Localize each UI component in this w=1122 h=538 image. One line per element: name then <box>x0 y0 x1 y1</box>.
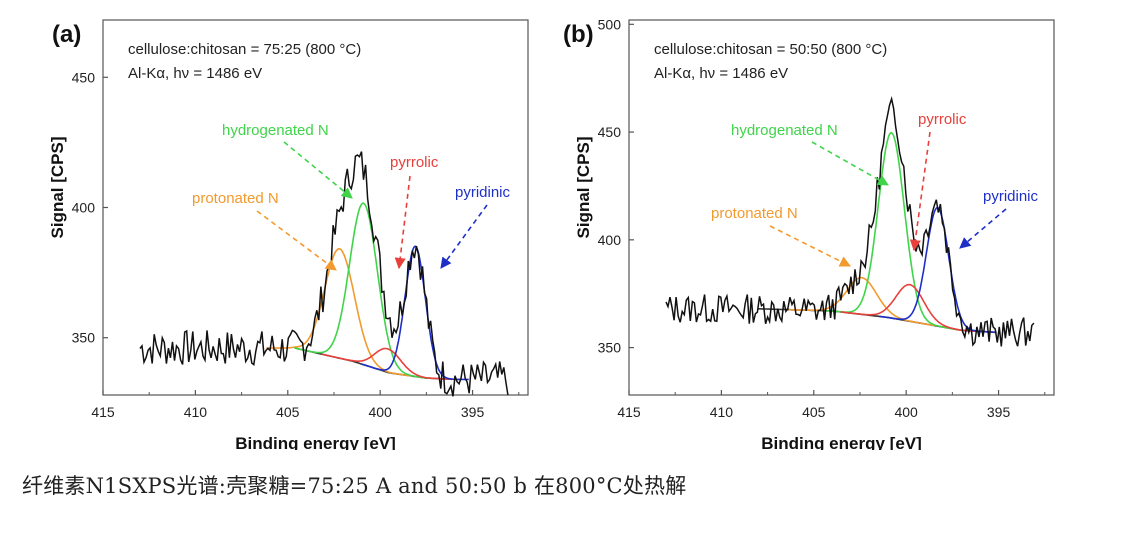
peak-label-arrow <box>440 204 488 269</box>
y-tick-label: 350 <box>598 340 622 356</box>
x-tick-label: 415 <box>91 404 115 420</box>
y-axis-title: Signal [CPS] <box>574 136 593 238</box>
peak-protonated-n <box>788 276 935 327</box>
y-tick-label: 500 <box>598 16 622 32</box>
raw-data-curve <box>665 96 1035 347</box>
peak-label-arrow <box>769 225 852 267</box>
x-tick-label: 410 <box>184 404 208 420</box>
x-axis-title: Binding energy [eV] <box>761 434 922 450</box>
x-tick-label: 400 <box>894 404 918 420</box>
y-tick-label: 450 <box>72 69 96 85</box>
peak-label: protonated N <box>711 205 798 222</box>
annotation-line: Al-Kα, hν = 1486 eV <box>128 65 262 82</box>
peak-pyridinic <box>879 206 995 334</box>
peak-label: pyridinic <box>455 184 511 201</box>
peak-label: pyrrolic <box>390 154 439 171</box>
peak-label: hydrogenated N <box>222 122 329 139</box>
x-axis-title: Binding energy [eV] <box>235 434 396 450</box>
figure-svg: (a) cellulose:chitosan = 75:25 (800 °C) Al… <box>48 16 1055 450</box>
xps-figure: (a) cellulose:chitosan = 75:25 (800 °C) Al… <box>48 16 1055 450</box>
peak-hydrogenated-n <box>826 131 957 331</box>
peak-label: protonated N <box>192 190 279 207</box>
y-axis-title: Signal [CPS] <box>48 136 67 238</box>
annotation-line: cellulose:chitosan = 50:50 (800 °C) <box>654 41 887 58</box>
y-tick-label: 400 <box>598 232 622 248</box>
peak-hydrogenated-n <box>294 202 432 380</box>
x-tick-label: 405 <box>802 404 826 420</box>
x-tick-label: 395 <box>461 404 485 420</box>
peak-protonated-n <box>266 247 413 377</box>
panel-label: (a) <box>52 21 81 48</box>
panel-label: (b) <box>563 21 594 48</box>
figure-caption: 纤维素N1SXPS光谱:壳聚糖=75:25 A and 50:50 b 在800… <box>22 474 687 498</box>
peak-label-arrow <box>909 131 931 252</box>
chart-panel-b: (b) cellulose:chitosan = 50:50 (800 °C) Al… <box>563 16 1055 450</box>
peak-label: pyridinic <box>983 188 1039 205</box>
x-tick-label: 415 <box>617 404 641 420</box>
x-tick-label: 395 <box>987 404 1011 420</box>
x-tick-label: 405 <box>276 404 300 420</box>
peak-label-arrow <box>959 208 1007 249</box>
peak-label: pyrrolic <box>918 111 967 128</box>
peak-pyrrolic <box>322 347 453 381</box>
plot-frame <box>628 19 1055 396</box>
y-tick-label: 400 <box>72 200 96 216</box>
x-tick-label: 410 <box>710 404 734 420</box>
peak-label-arrow <box>283 141 353 199</box>
peak-pyridinic <box>361 245 469 381</box>
peak-label-arrow <box>811 141 889 186</box>
annotation-line: cellulose:chitosan = 75:25 (800 °C) <box>128 41 361 58</box>
raw-data-curve <box>139 151 509 397</box>
peak-label-arrow <box>394 175 411 270</box>
y-tick-label: 450 <box>598 124 622 140</box>
peak-pyrrolic <box>840 283 979 333</box>
peak-label: hydrogenated N <box>731 122 838 139</box>
chart-panel-a: (a) cellulose:chitosan = 75:25 (800 °C) Al… <box>48 19 529 450</box>
annotation-line: Al-Kα, hν = 1486 eV <box>654 65 788 82</box>
peak-label-arrow <box>256 210 337 271</box>
x-tick-label: 400 <box>368 404 392 420</box>
y-tick-label: 350 <box>72 330 96 346</box>
